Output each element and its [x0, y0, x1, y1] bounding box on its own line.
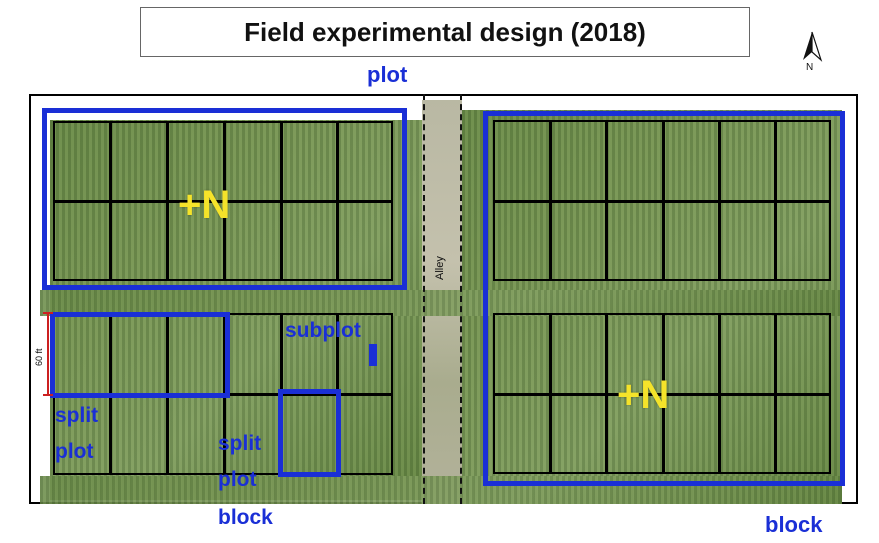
- alley-label: Alley: [434, 256, 446, 280]
- title-box: Field experimental design (2018): [140, 7, 750, 57]
- subplot-marker: [369, 344, 377, 366]
- diagram-title: Field experimental design (2018): [244, 16, 646, 47]
- split-plot-block-label-line2: plot: [218, 468, 257, 491]
- split-plot-block-label-line3: block: [218, 506, 273, 529]
- alley-line-left: [423, 94, 425, 504]
- subplot-label: subplot: [285, 319, 361, 342]
- plot-grid-bottom-right: [493, 313, 831, 474]
- dimension-line: [47, 312, 49, 396]
- split-plot-label-line2: plot: [55, 440, 94, 463]
- plot-highlight-box: [42, 108, 407, 290]
- alley-line-right: [460, 94, 462, 504]
- nitrogen-label-left: +N: [178, 183, 231, 227]
- split-plot-highlight-box: [50, 312, 230, 398]
- nitrogen-label-right: +N: [617, 373, 670, 417]
- plot-label: plot: [367, 62, 408, 87]
- block-label: block: [765, 512, 823, 537]
- split-plot-block-highlight-box: [278, 389, 341, 477]
- dimension-tick-top: [43, 312, 53, 314]
- plot-grid-top-left: [53, 121, 393, 281]
- split-plot-label-line1: split: [55, 404, 99, 427]
- field-strip-bottom: [40, 476, 840, 504]
- dimension-tick-bottom: [43, 394, 53, 396]
- split-plot-block-label-line1: split: [218, 432, 262, 455]
- field-strip-middle: [40, 290, 840, 316]
- north-label: N: [806, 62, 814, 73]
- plot-grid-top-right: [493, 120, 831, 281]
- north-arrow-icon: [803, 31, 823, 62]
- dimension-label: 60 ft: [34, 348, 44, 366]
- block-highlight-box: [483, 111, 845, 486]
